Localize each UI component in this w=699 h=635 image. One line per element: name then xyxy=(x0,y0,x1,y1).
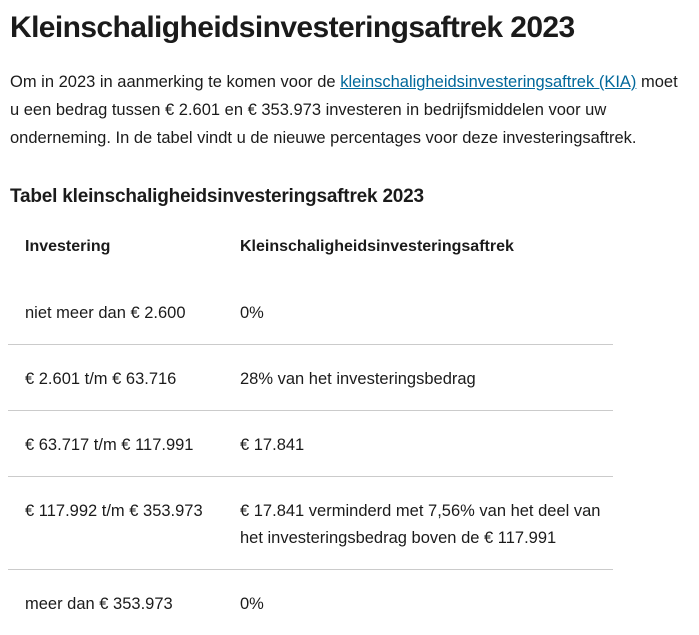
aftrek-cell: 0% xyxy=(223,279,613,345)
investering-cell: € 117.992 t/m € 353.973 xyxy=(8,477,223,570)
table-row: meer dan € 353.973 0% xyxy=(8,570,613,635)
investering-cell: € 2.601 t/m € 63.716 xyxy=(8,345,223,411)
table-row: niet meer dan € 2.600 0% xyxy=(8,279,613,345)
table-row: € 63.717 t/m € 117.991 € 17.841 xyxy=(8,411,613,477)
column-header-investering: Investering xyxy=(8,221,223,279)
table-row: € 117.992 t/m € 353.973 € 17.841 vermind… xyxy=(8,477,613,570)
table-title: Tabel kleinschaligheidsinvesteringsaftre… xyxy=(10,185,681,209)
investering-cell: € 63.717 t/m € 117.991 xyxy=(8,411,223,477)
aftrek-cell: 0% xyxy=(223,570,613,635)
table-row: € 2.601 t/m € 63.716 28% van het investe… xyxy=(8,345,613,411)
page-title: Kleinschaligheidsinvesteringsaftrek 2023 xyxy=(10,10,681,46)
kia-table: Investering Kleinschaligheidsinvestering… xyxy=(8,221,613,635)
kia-link[interactable]: kleinschaligheidsinvesteringsaftrek (KIA… xyxy=(340,73,636,91)
investering-cell: meer dan € 353.973 xyxy=(8,570,223,635)
aftrek-cell: € 17.841 xyxy=(223,411,613,477)
intro-paragraph: Om in 2023 in aanmerking te komen voor d… xyxy=(10,68,681,152)
intro-text-before-link: Om in 2023 in aanmerking te komen voor d… xyxy=(10,73,340,91)
table-header-row: Investering Kleinschaligheidsinvestering… xyxy=(8,221,613,279)
investering-cell: niet meer dan € 2.600 xyxy=(8,279,223,345)
aftrek-cell: € 17.841 verminderd met 7,56% van het de… xyxy=(223,477,613,570)
column-header-aftrek: Kleinschaligheidsinvesteringsaftrek xyxy=(223,221,613,279)
aftrek-cell: 28% van het investeringsbedrag xyxy=(223,345,613,411)
